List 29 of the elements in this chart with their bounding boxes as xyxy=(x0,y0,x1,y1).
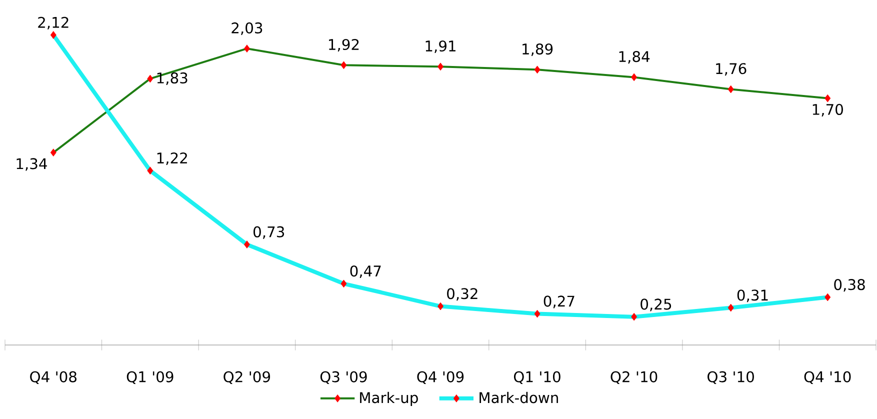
data-label: 1,70 xyxy=(812,104,843,116)
x-tick-label: Q2 '10 xyxy=(610,371,658,384)
data-label: 1,76 xyxy=(716,63,746,76)
data-label: 1,84 xyxy=(619,51,650,64)
x-tick-label: Q1 '10 xyxy=(514,371,560,384)
data-label: 0,31 xyxy=(737,290,768,302)
legend-label: Mark-up xyxy=(360,392,418,406)
x-tick-label: Q4 '10 xyxy=(804,371,851,384)
x-tick-label: Q3 '09 xyxy=(320,371,367,384)
x-tick-label: Q1 '09 xyxy=(126,371,174,384)
data-label: 1,83 xyxy=(157,72,188,85)
data-label: 2,12 xyxy=(38,16,68,30)
data-label: 0,25 xyxy=(640,298,672,312)
x-tick-label: Q3 '10 xyxy=(708,371,754,384)
data-label: 1,89 xyxy=(522,43,553,56)
x-tick-label: Q2 '09 xyxy=(224,371,270,384)
data-label: 1,22 xyxy=(157,152,187,166)
data-label: 0,47 xyxy=(350,265,381,278)
data-label: 0,38 xyxy=(834,279,865,292)
data-label: 1,91 xyxy=(426,40,456,54)
data-label: 0,27 xyxy=(544,296,574,308)
data-label: 2,03 xyxy=(232,22,262,35)
x-tick-label: Q4 '09 xyxy=(417,371,464,384)
data-label: 0,32 xyxy=(447,288,478,301)
legend-label: Mark-down xyxy=(480,392,558,404)
data-label: 1,34 xyxy=(16,158,47,171)
x-tick-label: Q4 '08 xyxy=(30,371,76,384)
data-label: 0,73 xyxy=(254,226,284,239)
data-label: 1,92 xyxy=(329,38,359,52)
